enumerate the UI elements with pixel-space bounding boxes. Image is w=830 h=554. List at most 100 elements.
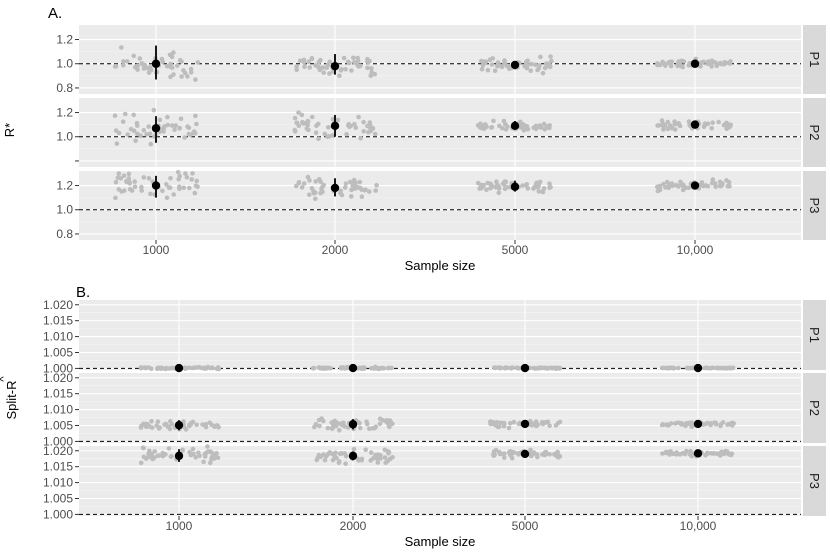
data-point: [338, 188, 344, 194]
data-point: [159, 56, 165, 62]
y-tick-label: 1.000: [43, 507, 73, 521]
y-tick-label: 1.020: [43, 298, 73, 312]
data-point: [669, 59, 675, 64]
facet-background: [79, 25, 801, 94]
chart-panel-b: B.Split-R^1.0001.0051.0101.0151.020P11.0…: [0, 284, 826, 549]
data-point: [337, 428, 342, 433]
data-point: [318, 57, 323, 63]
data-point: [119, 189, 124, 194]
data-point: [216, 425, 221, 430]
data-point: [718, 423, 723, 429]
chart-panel-a: A. R* 0.8 1.0 1.2 P1 1.0 1.2 P2 0.8 1.0 1.2 P3 1000 20…: [2, 5, 826, 273]
data-point: [372, 131, 378, 137]
data-point: [183, 171, 188, 176]
data-point: [313, 422, 319, 428]
data-point: [334, 455, 339, 461]
data-point: [337, 73, 342, 79]
facet-p2: 1.0 1.2 P2: [56, 98, 826, 167]
data-point: [389, 365, 394, 371]
data-point: [332, 418, 338, 424]
facet-strip-label: P3: [807, 198, 822, 214]
data-point: [670, 183, 675, 188]
data-point: [205, 444, 210, 449]
data-point: [671, 365, 677, 371]
data-point: [703, 365, 709, 371]
data-point: [181, 419, 186, 424]
x-tick-label: 5000: [502, 243, 529, 257]
data-point: [123, 111, 128, 117]
y-tick-label: 0.8: [56, 227, 73, 241]
data-point: [547, 181, 552, 186]
data-point: [165, 114, 170, 120]
data-point: [160, 450, 165, 456]
data-point: [480, 184, 486, 189]
data-point: [192, 365, 197, 371]
data-point: [541, 121, 547, 127]
data-point: [537, 123, 543, 128]
data-point: [190, 171, 195, 176]
data-point: [665, 450, 671, 456]
data-point: [325, 134, 330, 139]
data-point: [479, 58, 484, 64]
data-point: [666, 60, 671, 66]
data-point: [347, 60, 352, 66]
data-point: [182, 135, 187, 140]
data-point: [539, 419, 545, 425]
data-point: [190, 446, 196, 452]
data-point: [687, 122, 692, 127]
data-point: [655, 62, 660, 68]
data-point: [538, 54, 543, 60]
mean-point: [330, 121, 340, 131]
data-point: [669, 421, 674, 426]
data-point: [663, 185, 668, 190]
data-point: [508, 421, 513, 426]
data-point: [387, 424, 392, 430]
data-point: [294, 67, 300, 72]
data-point: [358, 425, 363, 431]
facet-strip: [803, 171, 826, 240]
data-point: [112, 113, 118, 118]
data-point: [293, 183, 299, 189]
data-point: [141, 422, 147, 427]
data-point: [725, 184, 731, 189]
data-point: [681, 59, 687, 64]
data-point: [540, 189, 546, 195]
data-point: [495, 63, 500, 69]
data-point: [489, 125, 494, 130]
data-point: [119, 45, 124, 50]
data-point: [356, 114, 361, 120]
data-point: [483, 59, 489, 65]
data-point: [710, 365, 716, 371]
data-point: [655, 123, 660, 128]
data-point: [178, 116, 184, 122]
data-point: [126, 171, 132, 177]
facet-p3: 0.8 1.0 1.2 P3: [56, 170, 826, 241]
y-axis-title: R*: [2, 123, 17, 137]
data-point: [194, 422, 199, 428]
data-point: [390, 421, 395, 427]
data-point: [688, 448, 693, 454]
data-point: [299, 112, 305, 118]
data-point: [342, 185, 348, 190]
data-point: [362, 365, 367, 371]
data-point: [202, 451, 208, 457]
data-point: [187, 185, 192, 191]
data-point: [149, 419, 154, 424]
data-point: [177, 125, 182, 131]
data-point: [681, 182, 686, 188]
y-tick-label: 1.005: [43, 346, 73, 360]
data-point: [491, 118, 496, 124]
data-point: [175, 63, 180, 68]
data-point: [177, 173, 182, 179]
y-tick-label: 0.8: [56, 81, 73, 95]
data-point: [168, 64, 173, 69]
y-tick-label: 1.0: [56, 130, 73, 144]
data-point: [338, 68, 344, 73]
data-point: [309, 56, 315, 62]
y-tick-label: 1.010: [43, 403, 73, 417]
data-point: [135, 123, 140, 128]
data-point: [148, 141, 154, 147]
data-point: [163, 365, 169, 371]
data-point: [144, 132, 149, 137]
